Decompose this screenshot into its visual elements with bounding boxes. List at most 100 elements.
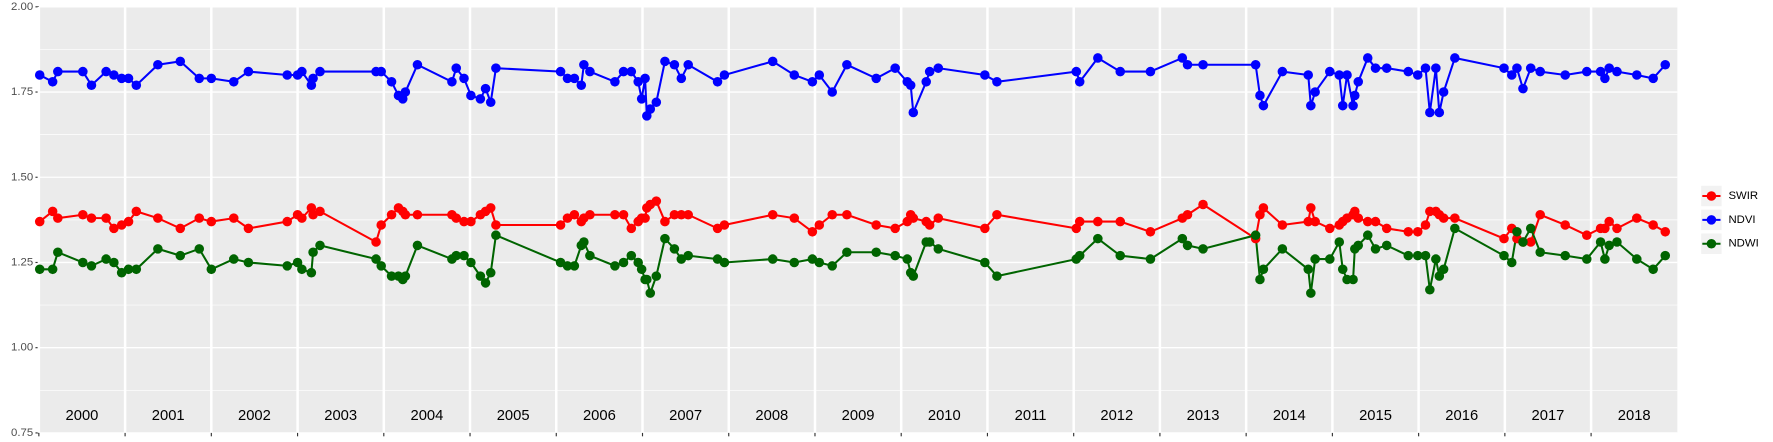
data-point xyxy=(1438,87,1449,97)
data-point xyxy=(53,213,63,223)
data-point xyxy=(86,213,97,223)
data-point xyxy=(555,220,566,230)
data-point xyxy=(376,66,386,77)
data-point xyxy=(86,261,97,271)
data-point xyxy=(1518,83,1528,94)
data-point xyxy=(297,66,307,77)
data-point xyxy=(1648,264,1658,275)
data-point xyxy=(386,209,397,220)
data-point xyxy=(412,209,423,220)
data-point xyxy=(814,220,825,230)
data-point xyxy=(400,271,411,281)
data-point xyxy=(562,73,573,84)
data-point xyxy=(767,254,778,264)
x-tick-label: 2008 xyxy=(755,408,788,424)
data-point xyxy=(101,66,111,77)
data-point xyxy=(194,73,205,84)
data-point xyxy=(1115,216,1126,227)
data-point xyxy=(1362,53,1373,63)
data-point xyxy=(1250,59,1261,70)
data-point xyxy=(123,73,134,84)
legend-key-point xyxy=(1706,191,1717,201)
data-point xyxy=(842,247,852,258)
data-point xyxy=(109,257,119,268)
data-point xyxy=(1258,203,1269,213)
data-point xyxy=(980,70,990,80)
data-point xyxy=(1145,254,1156,264)
data-point xyxy=(1499,250,1509,261)
data-point xyxy=(459,216,469,227)
data-point xyxy=(1353,240,1364,251)
data-point xyxy=(827,261,837,271)
data-point xyxy=(669,209,680,220)
data-point xyxy=(86,80,97,90)
x-tick-label: 2010 xyxy=(928,408,961,424)
data-point xyxy=(1512,227,1522,237)
data-point xyxy=(459,73,469,84)
data-point xyxy=(842,209,852,220)
data-point xyxy=(626,250,637,261)
data-point xyxy=(636,94,647,104)
data-point xyxy=(1325,254,1335,264)
data-point xyxy=(34,70,45,80)
data-point xyxy=(1303,264,1314,275)
data-point xyxy=(1403,250,1414,261)
x-tick-label: 2009 xyxy=(842,408,875,424)
data-point xyxy=(466,216,476,227)
data-point xyxy=(1632,254,1642,264)
data-point xyxy=(651,97,662,108)
data-point xyxy=(1303,216,1314,227)
data-point xyxy=(1198,59,1208,70)
data-point xyxy=(645,288,656,298)
data-point xyxy=(297,264,307,275)
x-tick-label: 2017 xyxy=(1532,408,1565,424)
data-point xyxy=(562,261,573,271)
data-point xyxy=(400,87,411,97)
data-point xyxy=(1535,66,1545,77)
data-point xyxy=(1420,220,1431,230)
legend-label: NDVI xyxy=(1728,214,1755,226)
data-point xyxy=(683,250,693,261)
data-point xyxy=(660,216,670,227)
data-point xyxy=(1277,244,1288,254)
data-point xyxy=(175,250,186,261)
data-point xyxy=(206,73,217,84)
data-point xyxy=(1648,220,1658,230)
x-tick-label: 2000 xyxy=(66,408,99,424)
data-point xyxy=(1604,240,1614,251)
data-point xyxy=(1381,240,1392,251)
data-point xyxy=(1177,233,1188,244)
data-point xyxy=(890,63,900,73)
data-point xyxy=(569,209,580,220)
data-point xyxy=(618,66,629,77)
data-point xyxy=(1604,63,1614,73)
data-point xyxy=(1560,250,1570,261)
legend-key-point xyxy=(1706,215,1717,225)
data-point xyxy=(992,209,1002,220)
data-point xyxy=(1303,70,1314,80)
data-point xyxy=(1198,244,1208,254)
data-point xyxy=(175,56,186,67)
data-point xyxy=(1438,264,1449,275)
data-point xyxy=(1431,254,1441,264)
data-point xyxy=(1450,213,1460,223)
data-point xyxy=(992,77,1002,87)
data-point xyxy=(1337,100,1348,111)
data-point xyxy=(924,220,935,230)
data-point xyxy=(485,203,496,213)
data-point xyxy=(292,257,303,268)
data-point xyxy=(109,223,119,234)
data-point xyxy=(1334,237,1345,247)
x-tick-label: 2013 xyxy=(1187,408,1220,424)
data-point xyxy=(1595,237,1606,247)
data-point xyxy=(1362,216,1373,227)
data-point xyxy=(1595,66,1606,77)
data-point xyxy=(1604,216,1614,227)
data-point xyxy=(1310,87,1320,97)
data-point xyxy=(890,223,900,234)
data-point xyxy=(1255,274,1265,285)
x-tick-label: 2007 xyxy=(669,408,702,424)
data-point xyxy=(1434,271,1445,281)
data-point xyxy=(1660,250,1671,261)
